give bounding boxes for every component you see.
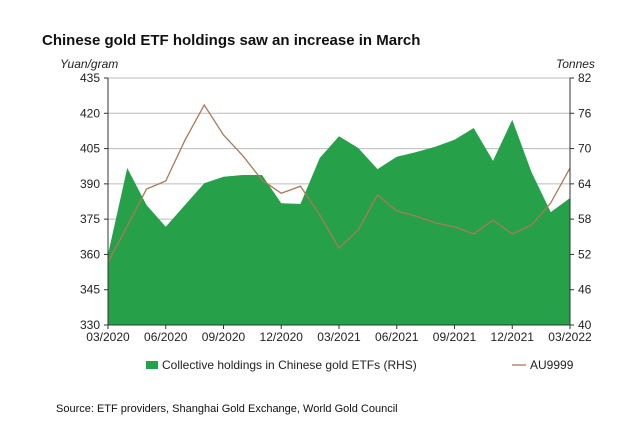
x-tick-label: 09/2020 <box>202 330 246 344</box>
y-tick-label-right: 70 <box>578 142 592 156</box>
x-tick-label: 12/2021 <box>491 330 535 344</box>
legend-label-au9999: AU9999 <box>530 358 574 372</box>
y-tick-label-right: 58 <box>578 212 592 226</box>
y-tick-label-left: 420 <box>80 106 100 120</box>
x-tick-label: 06/2020 <box>144 330 188 344</box>
chart-title: Chinese gold ETF holdings saw an increas… <box>42 32 421 49</box>
y-tick-label-right: 76 <box>578 106 592 120</box>
x-tick-label: 09/2021 <box>433 330 477 344</box>
line-au9999 <box>107 103 571 263</box>
right-axis-label: Tonnes <box>556 57 595 71</box>
y-tick-label-right: 64 <box>578 177 592 191</box>
x-tick-label: 12/2020 <box>260 330 304 344</box>
y-tick-label-left: 405 <box>80 142 100 156</box>
y-tick-label-right: 40 <box>578 318 592 332</box>
x-tick-label: 03/2022 <box>548 330 592 344</box>
x-tick-label: 03/2020 <box>86 330 130 344</box>
x-tick-label: 06/2021 <box>375 330 419 344</box>
area-etf-holdings <box>108 119 570 325</box>
y-tick-label-right: 52 <box>578 247 592 261</box>
y-tick-label-right: 82 <box>578 71 592 85</box>
y-tick-label-left: 330 <box>80 318 100 332</box>
y-tick-label-left: 390 <box>80 177 100 191</box>
legend-swatch-etf <box>146 361 158 369</box>
y-tick-label-right: 46 <box>578 283 592 297</box>
y-tick-label-left: 375 <box>80 212 100 226</box>
y-tick-label-left: 345 <box>80 283 100 297</box>
left-axis-label: Yuan/gram <box>60 57 119 71</box>
legend-label-etf: Collective holdings in Chinese gold ETFs… <box>162 358 417 372</box>
x-tick-label: 03/2021 <box>317 330 361 344</box>
y-tick-label-left: 360 <box>80 247 100 261</box>
source-note: Source: ETF providers, Shanghai Gold Exc… <box>56 403 398 415</box>
y-tick-label-left: 435 <box>80 71 100 85</box>
